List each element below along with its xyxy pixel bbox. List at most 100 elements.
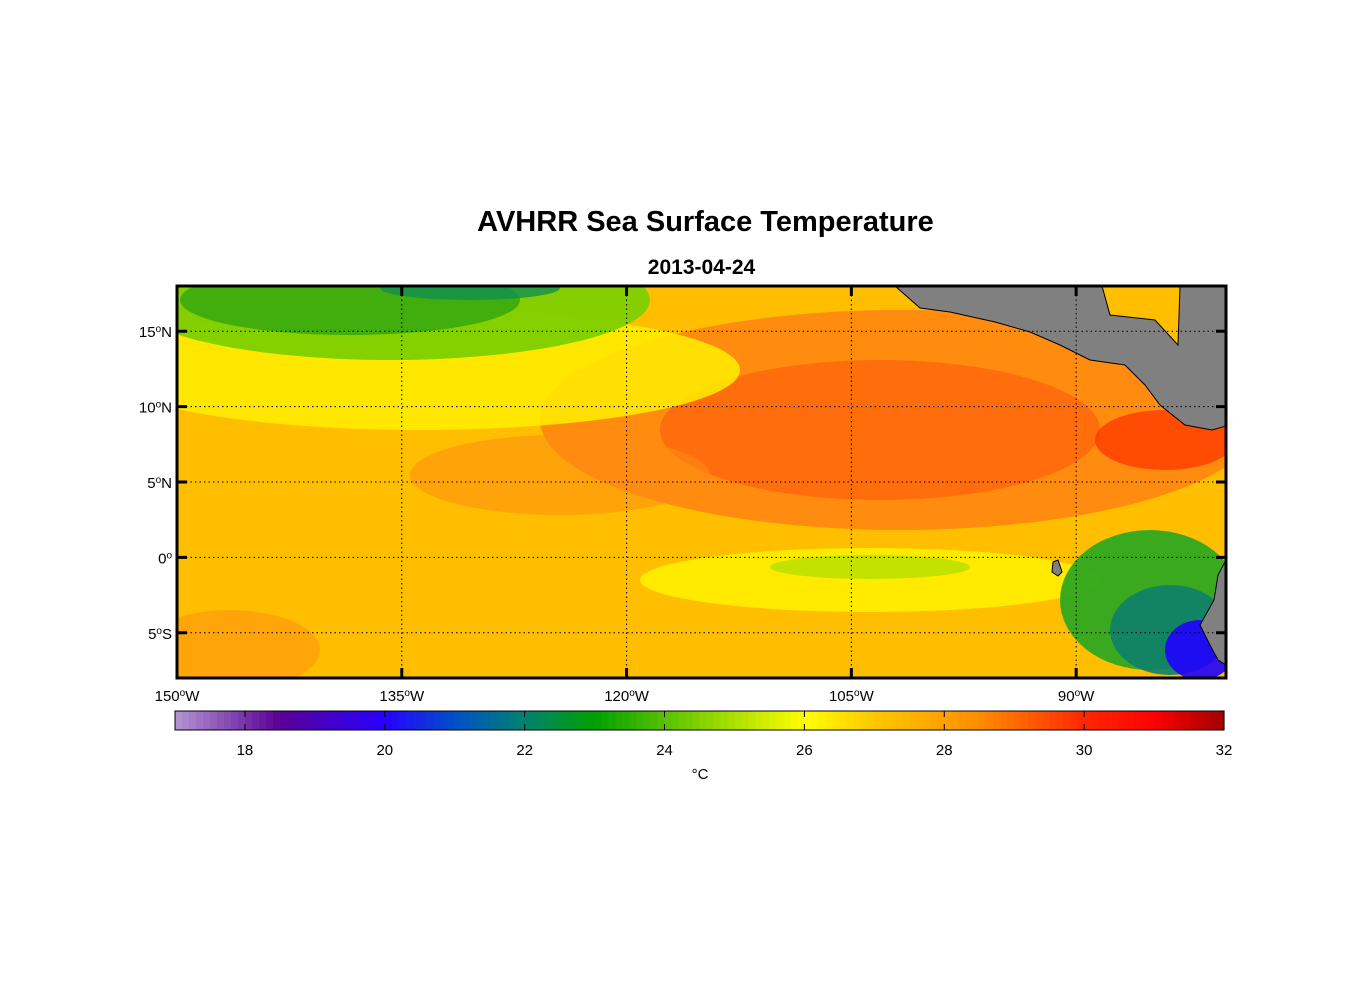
colorbar-segment [405,711,414,730]
colorbar-tick-label: 22 [516,742,533,759]
colorbar-segment [1189,711,1197,730]
colorbar-segment [1154,711,1162,730]
colorbar-segment [286,711,295,730]
colorbar-segment [923,711,931,730]
colorbar-segment [566,711,575,730]
colorbar-segment [881,711,889,730]
colorbar-segment [524,711,533,730]
colorbar-segment [363,711,372,730]
graticule [176,286,1226,678]
colorbar-segment [1014,711,1022,730]
colorbar-segment [1084,711,1092,730]
lon-label: 120oW [604,688,650,706]
colorbar-segment [195,711,204,730]
colorbar-segment [356,711,365,730]
lon-label: 90oW [1058,688,1095,706]
colorbar-segment [1007,711,1015,730]
colorbar-segment [1217,711,1225,730]
colorbar-segment [454,711,463,730]
colorbar-segment [1126,711,1134,730]
colorbar-segment [265,711,274,730]
colorbar-segment [433,711,442,730]
colorbar-segment [258,711,267,730]
colorbar [175,711,1225,730]
colorbar-segment [776,711,785,730]
colorbar-segment [608,711,617,730]
colorbar-segment [629,711,638,730]
colorbar-segment [678,711,687,730]
colorbar-segment [769,711,778,730]
colorbar-segment [1000,711,1008,730]
colorbar-segment [713,711,722,730]
colorbar-segment [797,711,805,730]
colorbar-segment [818,711,826,730]
lon-label: 105oW [829,688,875,706]
colorbar-segment [958,711,966,730]
colorbar-segment [503,711,512,730]
colorbar-segment [468,711,477,730]
colorbar-segment [1042,711,1050,730]
colorbar-segment [342,711,351,730]
colorbar-segment [657,711,666,730]
colorbar-segment [1021,711,1029,730]
colorbar-segment [461,711,470,730]
colorbar-segment [762,711,771,730]
lat-label: 15oN [139,324,172,342]
colorbar-segment [251,711,260,730]
galapagos-islands [1051,559,1063,577]
colorbar-segment [482,711,491,730]
colorbar-segment [937,711,945,730]
colorbar-tick-label: 24 [656,742,673,759]
lat-label: 5oS [148,625,172,643]
colorbar-segment [671,711,680,730]
colorbar-segment [755,711,764,730]
colorbar-segment [559,711,568,730]
cool-core-nw [180,286,520,335]
colorbar-segment [279,711,288,730]
colorbar-segment [517,711,526,730]
warm-patch [410,435,710,515]
colorbar-segment [573,711,582,730]
colorbar-segment [1196,711,1204,730]
colorbar-segment [328,711,337,730]
colorbar-segment [188,711,197,730]
colorbar-segment [1168,711,1176,730]
colorbar-segment [321,711,330,730]
colorbar-segment [370,711,379,730]
colorbar-segment [223,711,232,730]
colorbar-segment [1049,711,1057,730]
colorbar-segment [538,711,547,730]
colorbar-segment [1063,711,1071,730]
colorbar-segment [1203,711,1211,730]
colorbar-segment [888,711,896,730]
colorbar-segment [853,711,861,730]
colorbar-segment [839,711,847,730]
colorbar-segment [412,711,421,730]
colorbar-ticks: 18 20 22 24 26 28 30 32 [237,711,1232,759]
colorbar-segment [804,711,812,730]
colorbar-segment [216,711,225,730]
colorbar-segment [272,711,281,730]
colorbar-segment [1119,711,1127,730]
colorbar-segment [440,711,449,730]
colorbar-segment [867,711,875,730]
colorbar-segment [930,711,938,730]
colorbar-segment [706,711,715,730]
colorbar-segment [790,711,799,730]
colorbar-segment [825,711,833,730]
colorbar-segment [916,711,924,730]
colorbar-segment [965,711,973,730]
colorbar-segment [734,711,743,730]
colorbar-segment [860,711,868,730]
colorbar-segment [601,711,610,730]
map-date: 2013-04-24 [647,256,756,279]
colorbar-segment [349,711,358,730]
colorbar-segment [244,711,253,730]
colorbar-segment [895,711,903,730]
colorbar-segment [496,711,505,730]
colorbar-unit: °C [692,766,709,783]
colorbar-segment [377,711,386,730]
colorbar-segment [951,711,959,730]
colorbar-segment [720,711,729,730]
colorbar-segment [1147,711,1155,730]
